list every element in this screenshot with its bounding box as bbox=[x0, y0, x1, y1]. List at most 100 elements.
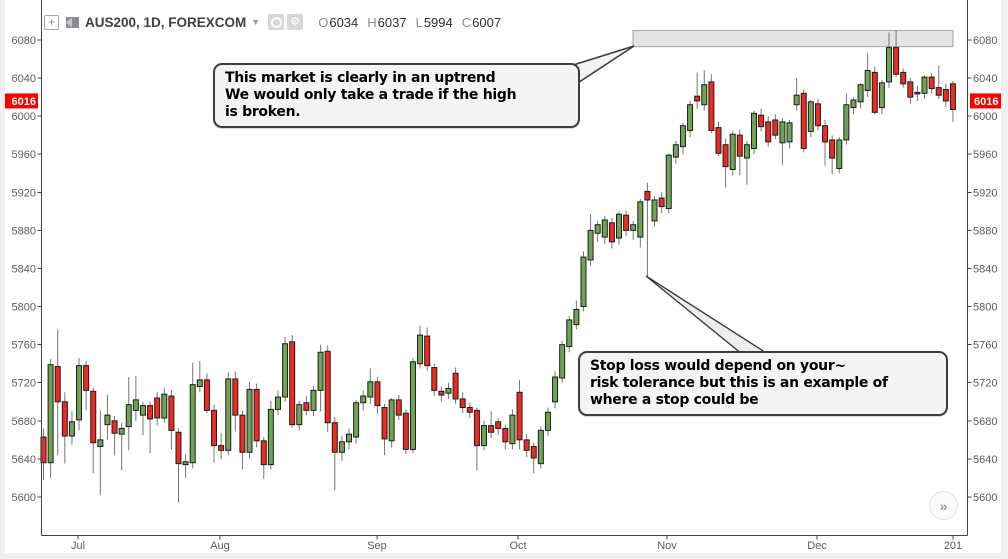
candle-down bbox=[260, 440, 267, 466]
high-value: 6037 bbox=[377, 14, 407, 30]
candle-down bbox=[758, 114, 765, 128]
candle-up bbox=[296, 404, 303, 426]
price-tick-label: 5760 bbox=[973, 340, 997, 352]
candle-down bbox=[54, 366, 61, 403]
candle-down bbox=[424, 335, 431, 367]
circle-icon bbox=[270, 16, 282, 28]
settings-icon[interactable]: ⚙ bbox=[287, 14, 304, 30]
candle-up bbox=[701, 84, 708, 106]
candle-down bbox=[168, 395, 175, 431]
candle-up bbox=[729, 133, 736, 170]
add-symbol-icon[interactable]: + bbox=[44, 14, 59, 30]
price-badge-value: 6016 bbox=[974, 96, 998, 108]
candle-up bbox=[346, 433, 353, 443]
annotation-stoploss-callout[interactable]: Stop loss would depend on your~ risk tol… bbox=[578, 351, 948, 417]
candle-down bbox=[949, 83, 956, 111]
candle-up bbox=[843, 104, 850, 141]
candle-down bbox=[473, 409, 480, 447]
price-tick-label: 5840 bbox=[12, 263, 36, 275]
candle-up bbox=[637, 201, 644, 238]
candle-down bbox=[772, 119, 779, 136]
candle-up bbox=[850, 99, 857, 109]
price-tick-label: 6000 bbox=[973, 111, 997, 123]
symbol-title[interactable]: AUS200, 1D, FOREXCOM bbox=[85, 14, 247, 30]
candle-down bbox=[800, 92, 807, 150]
candle-down bbox=[516, 391, 523, 441]
candle-down bbox=[90, 390, 97, 444]
candle-up bbox=[864, 69, 871, 91]
candle-up bbox=[807, 101, 814, 132]
candle-down bbox=[438, 390, 445, 396]
candle-up bbox=[672, 144, 679, 158]
candle-down bbox=[402, 412, 409, 450]
candle-up bbox=[878, 82, 885, 109]
candle-down bbox=[523, 439, 530, 451]
price-badge-left bbox=[5, 93, 38, 109]
candle-up bbox=[587, 229, 594, 261]
chevron-down-icon[interactable]: ▼ bbox=[251, 17, 261, 27]
candle-up bbox=[189, 384, 196, 464]
candle-down bbox=[893, 47, 900, 75]
price-badge-right bbox=[970, 93, 1008, 109]
candle-down bbox=[232, 378, 239, 416]
candle-up bbox=[559, 344, 566, 379]
chart-legend: + AUS200, 1D, FOREXCOM ▼ ⚙ O6034 H6037 L… bbox=[44, 13, 510, 31]
candle-up bbox=[594, 224, 601, 234]
candle-down bbox=[211, 409, 218, 447]
candle-up bbox=[552, 376, 559, 403]
candle-down bbox=[530, 446, 537, 459]
low-label: L bbox=[415, 14, 423, 30]
page-scrollbar-strip[interactable] bbox=[1001, 0, 1008, 559]
candle-down bbox=[154, 397, 161, 419]
time-tick-label: 201 bbox=[944, 540, 962, 552]
price-tick-label: 5960 bbox=[973, 149, 997, 161]
candle-down bbox=[459, 398, 466, 409]
candle-up bbox=[310, 389, 317, 411]
candle-down bbox=[658, 197, 665, 208]
candle-up bbox=[338, 441, 345, 453]
resistance-zone[interactable] bbox=[632, 29, 954, 48]
candle-up bbox=[139, 405, 146, 416]
annotation-uptrend-callout[interactable]: This market is clearly in an uptrend We … bbox=[213, 63, 580, 129]
close-label: C bbox=[461, 14, 472, 30]
candle-down bbox=[623, 214, 630, 231]
candle-down bbox=[83, 365, 90, 391]
candle-up bbox=[360, 395, 367, 404]
candle-up bbox=[409, 361, 416, 450]
candle-up bbox=[786, 122, 793, 143]
candle-up bbox=[97, 439, 104, 448]
candle-down bbox=[871, 71, 878, 113]
candle-down bbox=[324, 350, 331, 424]
chevrons-right-icon: » bbox=[939, 497, 948, 514]
time-tick-label: Aug bbox=[210, 540, 230, 552]
price-tick-label: 5680 bbox=[12, 416, 36, 428]
candle-up bbox=[580, 256, 587, 308]
candle-down bbox=[822, 125, 829, 143]
page-edge-bottom bbox=[0, 553, 1008, 559]
open-label: O bbox=[318, 14, 329, 30]
candle-down bbox=[289, 341, 296, 426]
candle-down bbox=[175, 431, 182, 465]
candle-down bbox=[608, 222, 615, 243]
price-tick-label: 5640 bbox=[973, 454, 997, 466]
candle-down bbox=[331, 422, 338, 453]
candle-up bbox=[601, 219, 608, 238]
candle-up bbox=[246, 388, 253, 453]
candle-down bbox=[466, 407, 473, 413]
candle-down bbox=[942, 89, 949, 102]
candle-down bbox=[935, 87, 942, 96]
candle-up bbox=[196, 379, 203, 388]
price-tick-label: 6080 bbox=[973, 35, 997, 47]
high-label: H bbox=[367, 14, 377, 30]
price-tick-label: 5880 bbox=[12, 225, 36, 237]
candle-up bbox=[161, 393, 168, 419]
price-tick-label: 5600 bbox=[12, 492, 36, 504]
stoploss-callout-tail bbox=[645, 275, 771, 355]
candle-down bbox=[907, 81, 914, 98]
visibility-toggle-icon[interactable] bbox=[268, 14, 285, 30]
scroll-to-latest-button[interactable]: » bbox=[929, 491, 958, 520]
candle-down bbox=[900, 71, 907, 85]
open-value: 6034 bbox=[329, 14, 359, 30]
